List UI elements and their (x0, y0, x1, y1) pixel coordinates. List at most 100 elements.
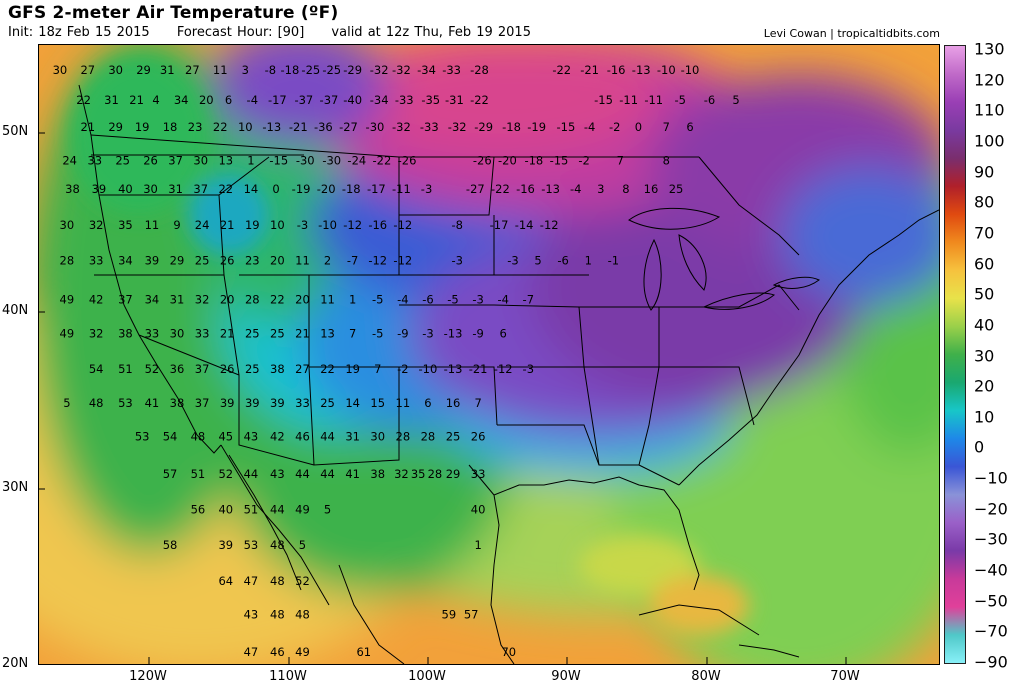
lon-label-70w: 70W (830, 669, 860, 684)
temperature-value: 5 (324, 503, 331, 517)
temperature-value: 24 (62, 154, 77, 168)
temperature-value: -4 (247, 93, 258, 107)
temperature-value: 61 (356, 645, 371, 659)
temperature-value: 64 (218, 574, 233, 588)
temperature-value: 20 (295, 293, 310, 307)
temperature-value: -3 (451, 253, 462, 267)
temperature-value: 19 (245, 218, 260, 232)
temperature-value: 29 (446, 467, 461, 481)
temperature-value: 8 (622, 182, 629, 196)
temperature-value: 31 (345, 430, 360, 444)
temperature-value: -29 (343, 63, 362, 77)
temperature-value: 54 (89, 362, 104, 376)
temperature-value: 19 (345, 362, 360, 376)
temperature-value: -30 (366, 120, 385, 134)
temperature-value: 25 (446, 430, 461, 444)
temperature-value: 13 (320, 326, 335, 340)
color-scale-label: −40 (974, 560, 1008, 580)
temperature-value: 48 (89, 396, 104, 410)
temperature-value: -11 (392, 182, 411, 196)
temperature-value: -13 (444, 326, 463, 340)
temperature-value: 53 (135, 430, 150, 444)
temperature-value: 44 (270, 503, 285, 517)
temperature-value: -19 (292, 182, 311, 196)
temperature-value: -22 (470, 93, 489, 107)
temperature-value: -20 (498, 154, 517, 168)
color-scale-label: 50 (974, 284, 995, 304)
temperature-value: -6 (557, 253, 568, 267)
temperature-value: 5 (299, 538, 306, 552)
temperature-value: 48 (295, 608, 310, 622)
temperature-value: -2 (578, 154, 589, 168)
temperature-value: -13 (541, 182, 560, 196)
temperature-value: -7 (523, 293, 534, 307)
temperature-value: 11 (396, 396, 411, 410)
temperature-value: 16 (644, 182, 659, 196)
temperature-value: -12 (368, 253, 387, 267)
temperature-value: 11 (145, 218, 160, 232)
temperature-value: -25 (322, 63, 341, 77)
temperature-value: 49 (60, 293, 75, 307)
color-scale-label: 0 (974, 437, 985, 457)
temperature-value: -3 (297, 218, 308, 232)
temperature-value: 38 (270, 362, 285, 376)
temperature-value: -27 (339, 120, 358, 134)
temperature-field (39, 45, 939, 664)
temperature-value: -2 (609, 120, 620, 134)
temperature-value: 48 (270, 608, 285, 622)
temperature-value: 53 (118, 396, 133, 410)
color-scale-label: 90 (974, 162, 995, 182)
temperature-value: -33 (395, 93, 414, 107)
temperature-value: 1 (247, 154, 254, 168)
temperature-value: 8 (663, 154, 670, 168)
temperature-value: 25 (245, 326, 260, 340)
temperature-value: 39 (145, 253, 160, 267)
temperature-value: -34 (370, 93, 389, 107)
temperature-value: 43 (244, 430, 259, 444)
temperature-value: -13 (444, 362, 463, 376)
temperature-value: -1 (608, 253, 619, 267)
temperature-value: -12 (540, 218, 559, 232)
temperature-value: 13 (218, 154, 233, 168)
temperature-value: 3 (597, 182, 604, 196)
temperature-value: 49 (295, 645, 310, 659)
temperature-value: 52 (145, 362, 160, 376)
temperature-value: 6 (225, 93, 232, 107)
temperature-value: 51 (244, 503, 259, 517)
temperature-value: 30 (53, 63, 68, 77)
temperature-value: 53 (244, 538, 259, 552)
temperature-value: 43 (270, 467, 285, 481)
temperature-value: 32 (195, 293, 210, 307)
temperature-value: 25 (320, 396, 335, 410)
temperature-value: -30 (322, 154, 341, 168)
temperature-value: 22 (270, 293, 285, 307)
temperature-value: -14 (515, 218, 534, 232)
color-scale-bar (944, 45, 966, 664)
temperature-value: 44 (295, 467, 310, 481)
temperature-value: 34 (118, 253, 133, 267)
temperature-value: 47 (244, 645, 259, 659)
temperature-value: 37 (195, 362, 210, 376)
lat-label-20n: 20N (2, 656, 29, 671)
color-scale-label: 10 (974, 407, 995, 427)
temperature-value: 6 (500, 326, 507, 340)
temperature-value: 40 (471, 503, 486, 517)
temperature-value: 32 (89, 218, 104, 232)
temperature-value: 23 (245, 253, 260, 267)
color-scale-label: 70 (974, 223, 995, 243)
temperature-value: 52 (295, 574, 310, 588)
temperature-map[interactable]: 30 27 30 29 31 27 11 3 -8 -18 -25 -25 -29 -32 -32 -34 -3… (38, 44, 940, 665)
temperature-value: 48 (270, 574, 285, 588)
temperature-value: 70 (501, 645, 516, 659)
temperature-value: -18 (524, 154, 543, 168)
temperature-value: 33 (145, 326, 160, 340)
temperature-value: 0 (635, 120, 642, 134)
temperature-value: -16 (368, 218, 387, 232)
temperature-value: 46 (295, 430, 310, 444)
temperature-value: 49 (295, 503, 310, 517)
temperature-value: -18 (281, 63, 300, 77)
temperature-value: 34 (145, 293, 160, 307)
temperature-value: 30 (60, 218, 75, 232)
temperature-value: -12 (393, 218, 412, 232)
temperature-value: -29 (474, 120, 493, 134)
